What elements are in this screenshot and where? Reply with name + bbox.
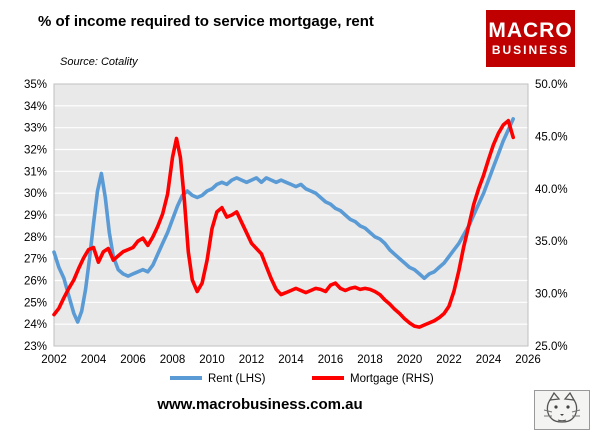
y-left-tick-label: 32% [24, 145, 47, 157]
y-left-tick-label: 27% [24, 254, 47, 266]
x-tick-label: 2012 [239, 354, 265, 366]
x-tick-label: 2014 [278, 354, 304, 366]
source-note: Source: Cotality [60, 56, 138, 68]
macrobusiness-logo: MACRO BUSINESS [486, 10, 575, 67]
legend-label: Mortgage (RHS) [350, 373, 434, 385]
x-tick-label: 2020 [397, 354, 423, 366]
mortgage-line [52, 118, 516, 329]
logo-line2: BUSINESS [491, 43, 570, 57]
x-tick-label: 2026 [515, 354, 541, 366]
footer-url: www.macrobusiness.com.au [157, 396, 363, 413]
y-right-tick-label: 35.0% [535, 236, 568, 248]
x-tick-label: 2010 [199, 354, 225, 366]
rent-line [52, 117, 516, 324]
y-right-tick-label: 50.0% [535, 79, 568, 91]
x-tick-label: 2004 [81, 354, 107, 366]
y-left-tick-label: 23% [24, 341, 47, 353]
y-left-tick-label: 35% [24, 79, 47, 91]
x-tick-label: 2006 [120, 354, 146, 366]
x-tick-label: 2022 [436, 354, 462, 366]
mortgage-rent-line-chart: 23% 24% 25% 26% 27% 28% 29% 30% 31% 32% 33% 34% 35% 2… [24, 79, 568, 385]
x-tick-label: 2008 [160, 354, 186, 366]
x-tick-label: 2024 [476, 354, 502, 366]
y-right-tick-label: 30.0% [535, 289, 568, 301]
y-left-tick-label: 24% [24, 319, 47, 331]
page-title: % of income required to service mortgage… [38, 13, 374, 30]
logo-line1: MACRO [488, 19, 573, 42]
y-right-tick-label: 45.0% [535, 131, 568, 143]
y-right-tick-label: 40.0% [535, 184, 568, 196]
lynx-logo-icon [534, 390, 590, 430]
legend-label: Rent (LHS) [208, 373, 266, 385]
y-left-tick-label: 31% [24, 166, 47, 178]
y-left-tick-label: 29% [24, 210, 47, 222]
y-left-tick-label: 30% [24, 188, 47, 200]
x-tick-label: 2002 [41, 354, 67, 366]
y-left-tick-label: 28% [24, 232, 47, 244]
y-right-tick-label: 25.0% [535, 341, 568, 353]
y-left-tick-label: 26% [24, 276, 47, 288]
y-left-tick-label: 25% [24, 297, 47, 309]
y-left-tick-label: 33% [24, 123, 47, 135]
x-tick-label: 2016 [318, 354, 344, 366]
y-left-tick-label: 34% [24, 101, 47, 113]
x-tick-label: 2018 [357, 354, 383, 366]
